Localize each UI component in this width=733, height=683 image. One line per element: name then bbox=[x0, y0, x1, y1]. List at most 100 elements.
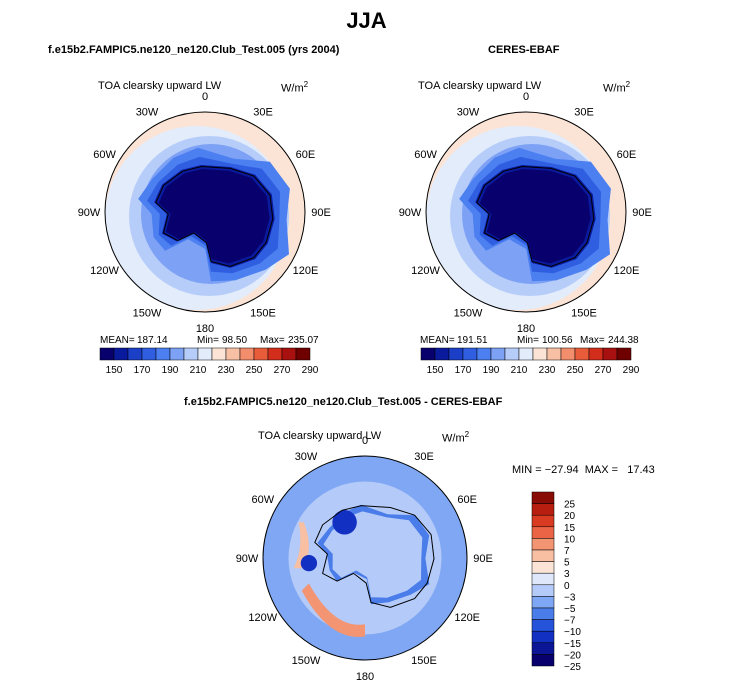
colorbar-box bbox=[183, 347, 199, 361]
lon-label: 90W bbox=[399, 207, 422, 219]
colorbar-label: 150 bbox=[106, 365, 123, 376]
colorbar-box-vertical bbox=[531, 619, 555, 632]
colorbar-box bbox=[462, 347, 478, 361]
colorbar-box-vertical bbox=[531, 630, 555, 644]
colorbar-label: 170 bbox=[134, 365, 151, 376]
coastline-0 bbox=[155, 165, 274, 267]
colorbar-label: 270 bbox=[595, 365, 612, 376]
panel2-variable: TOA clearsky upward LW bbox=[418, 80, 542, 92]
lon-label: 90E bbox=[311, 207, 331, 219]
lon-label: 120E bbox=[454, 612, 480, 624]
colorbar-box bbox=[546, 347, 562, 361]
map-boundary-0 bbox=[104, 111, 306, 313]
panel3-variable: TOA clearsky upward LW bbox=[258, 430, 382, 442]
colorbar-label: 210 bbox=[190, 365, 207, 376]
lon-label: 120W bbox=[90, 265, 119, 277]
colorbar-label-vertical: −20 bbox=[564, 650, 581, 661]
colorbar-box bbox=[434, 347, 450, 361]
min-label: Min= bbox=[197, 335, 219, 346]
lon-label: 180 bbox=[356, 671, 374, 683]
colorbar-box bbox=[127, 347, 143, 361]
lon-label: 180 bbox=[517, 323, 535, 335]
lon-label: 120W bbox=[411, 265, 440, 277]
negative-anomaly-2 bbox=[332, 510, 357, 535]
map-boundary-2 bbox=[262, 455, 468, 661]
lon-label: 60W bbox=[93, 149, 116, 161]
colorbar-label-vertical: −5 bbox=[564, 604, 576, 615]
colorbar-box-vertical bbox=[531, 514, 555, 528]
lon-label: 120E bbox=[614, 265, 640, 277]
max-value: 244.38 bbox=[608, 335, 639, 346]
lon-label: 30W bbox=[136, 107, 159, 119]
lon-label: 150E bbox=[411, 655, 437, 667]
colorbar-box bbox=[141, 347, 157, 361]
panel1-units: W/m2 bbox=[281, 80, 309, 95]
colorbar-box bbox=[518, 347, 534, 361]
colorbar-box-vertical bbox=[531, 572, 555, 586]
colorbar-box-vertical bbox=[531, 538, 555, 551]
lon-label: 150W bbox=[292, 655, 321, 667]
lon-label: 150E bbox=[571, 307, 597, 319]
colorbar-box bbox=[602, 347, 618, 361]
colorbar-label: 190 bbox=[483, 365, 500, 376]
colorbar-box-vertical bbox=[531, 561, 555, 574]
lon-label: 0 bbox=[523, 91, 529, 103]
panel3-units: W/m2 bbox=[442, 430, 470, 445]
colorbar-box bbox=[253, 347, 269, 361]
panel1-title: f.e15b2.FAMPIC5.ne120_ne120.Club_Test.00… bbox=[48, 44, 340, 56]
colorbar-box-vertical bbox=[531, 503, 555, 516]
min-value: 100.56 bbox=[542, 335, 573, 346]
colorbar-label: 150 bbox=[427, 365, 444, 376]
max-value: 235.07 bbox=[288, 335, 319, 346]
map-fill-2 bbox=[263, 456, 467, 660]
lon-label: 60E bbox=[617, 149, 637, 161]
colorbar-box bbox=[155, 347, 171, 361]
panel3-stats: MIN = −27.94 MAX = 17.43 bbox=[512, 464, 655, 476]
colorbar-label: 230 bbox=[539, 365, 556, 376]
colorbar-box bbox=[239, 347, 255, 361]
map-fill-1 bbox=[426, 112, 626, 312]
colorbar-box bbox=[588, 347, 604, 361]
map-fill-0 bbox=[105, 112, 305, 312]
lon-label: 60W bbox=[251, 494, 274, 506]
colorbar-label: 290 bbox=[302, 365, 319, 376]
colorbar-box bbox=[169, 347, 185, 361]
lon-label: 180 bbox=[196, 323, 214, 335]
lon-label: 0 bbox=[202, 91, 208, 103]
lon-label: 60E bbox=[457, 494, 477, 506]
colorbar-label-vertical: 20 bbox=[564, 511, 576, 522]
colorbar-label-vertical: 5 bbox=[564, 558, 570, 569]
panel2-units: W/m2 bbox=[603, 80, 631, 95]
colorbar-box-vertical bbox=[531, 607, 555, 620]
colorbar-label-vertical: 3 bbox=[564, 569, 570, 580]
colorbar-box-vertical bbox=[531, 526, 555, 539]
negative-anomaly-2 bbox=[300, 554, 318, 572]
colorbar-label: 210 bbox=[511, 365, 528, 376]
colorbar-label-vertical: 7 bbox=[564, 546, 570, 557]
lon-label: 150W bbox=[454, 307, 483, 319]
mean-label: MEAN= bbox=[420, 335, 455, 346]
lon-label: 90E bbox=[632, 207, 652, 219]
colorbar-label-vertical: −25 bbox=[564, 662, 581, 673]
lon-label: 90E bbox=[473, 553, 493, 565]
lon-label: 150E bbox=[250, 307, 276, 319]
colorbar-box bbox=[532, 347, 548, 361]
positive-anomaly-2 bbox=[301, 583, 365, 638]
colorbar-box bbox=[504, 347, 520, 361]
colorbar-label-vertical: 10 bbox=[564, 534, 576, 545]
contour-0 bbox=[158, 169, 270, 264]
lon-label: 120W bbox=[248, 612, 277, 624]
min-value: 98.50 bbox=[222, 335, 247, 346]
colorbar-box bbox=[295, 347, 311, 361]
figure-title: JJA bbox=[346, 8, 387, 33]
mean-label: MEAN= bbox=[100, 335, 135, 346]
lon-label: 150W bbox=[133, 307, 162, 319]
colorbar-box bbox=[476, 347, 492, 361]
colorbar-label-vertical: −3 bbox=[564, 592, 576, 603]
lon-label: 120E bbox=[293, 265, 319, 277]
colorbar-box bbox=[574, 347, 590, 361]
colorbar-box-vertical bbox=[531, 596, 555, 609]
colorbar-box bbox=[616, 347, 632, 361]
lon-label: 30E bbox=[253, 107, 273, 119]
